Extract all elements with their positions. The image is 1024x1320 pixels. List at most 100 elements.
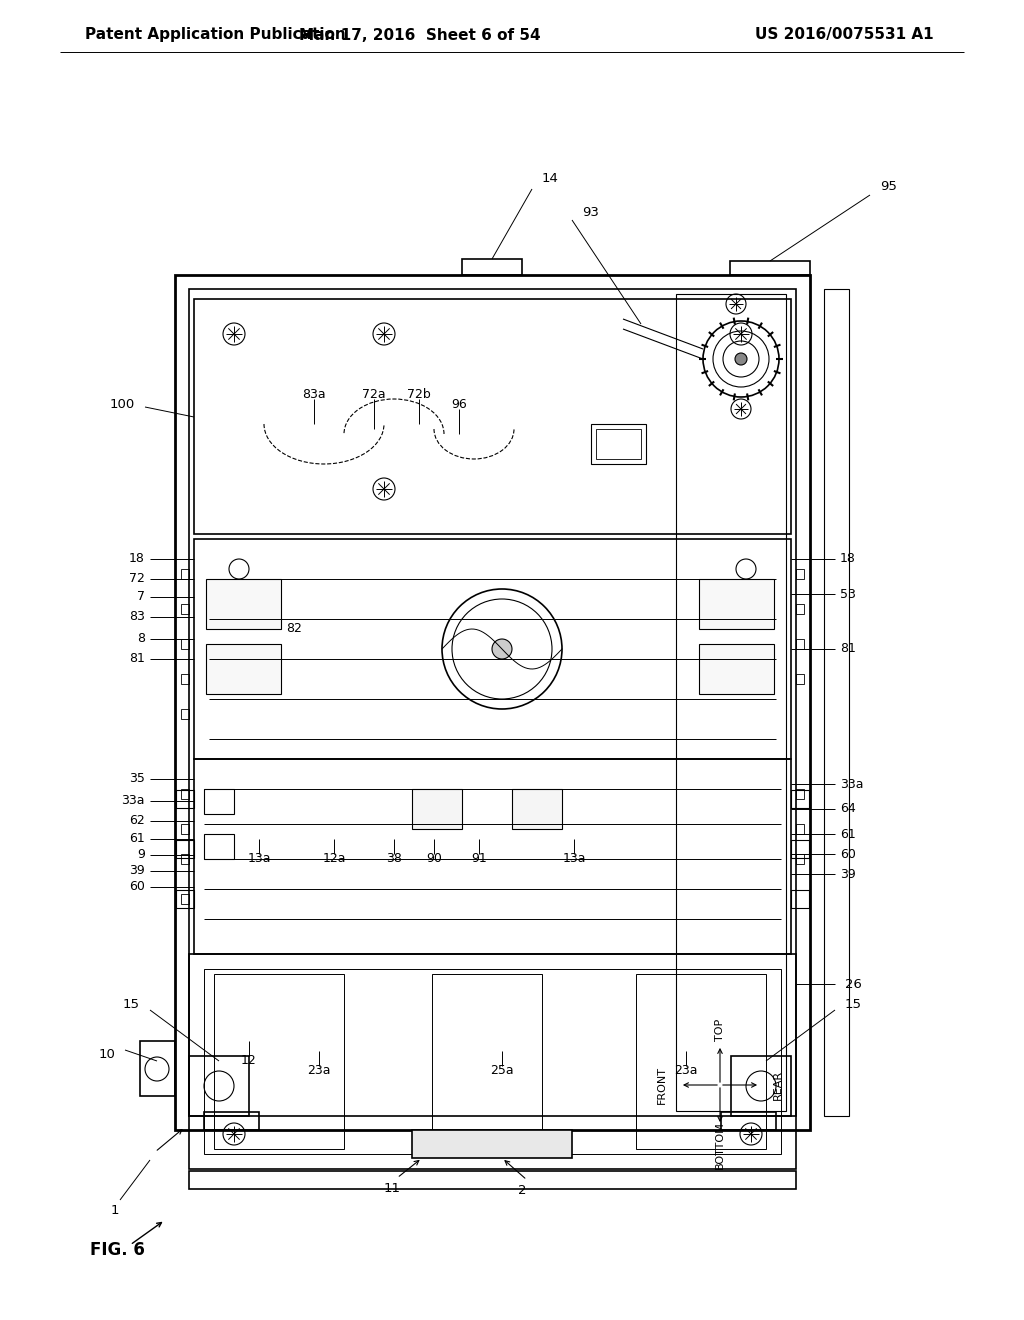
Bar bbox=[181, 709, 189, 719]
Text: 33a: 33a bbox=[840, 777, 863, 791]
Text: 95: 95 bbox=[880, 181, 897, 194]
Text: 15: 15 bbox=[123, 998, 140, 1011]
Bar bbox=[591, 424, 646, 465]
Bar bbox=[731, 1056, 791, 1115]
Text: 35: 35 bbox=[129, 772, 145, 785]
Text: 12a: 12a bbox=[323, 853, 346, 866]
Text: BOTTOM: BOTTOM bbox=[715, 1121, 725, 1170]
Bar bbox=[796, 569, 804, 579]
Text: 93: 93 bbox=[582, 206, 599, 219]
Bar bbox=[796, 854, 804, 865]
Text: US 2016/0075531 A1: US 2016/0075531 A1 bbox=[755, 28, 934, 42]
Bar bbox=[206, 579, 281, 630]
Text: 9: 9 bbox=[137, 849, 145, 862]
Text: FRONT: FRONT bbox=[657, 1067, 667, 1104]
Bar bbox=[175, 275, 810, 1130]
Bar bbox=[189, 1171, 796, 1189]
Text: 72b: 72b bbox=[408, 388, 431, 400]
Circle shape bbox=[735, 352, 746, 366]
Bar bbox=[636, 974, 766, 1148]
Text: Mar. 17, 2016  Sheet 6 of 54: Mar. 17, 2016 Sheet 6 of 54 bbox=[299, 28, 541, 42]
Bar bbox=[796, 789, 804, 799]
Bar bbox=[181, 639, 189, 649]
Bar bbox=[140, 1041, 175, 1096]
Text: 83: 83 bbox=[129, 610, 145, 623]
Text: REAR: REAR bbox=[773, 1071, 783, 1100]
Bar bbox=[194, 759, 791, 954]
Text: 72a: 72a bbox=[362, 388, 386, 400]
Bar bbox=[181, 824, 189, 834]
Text: 96: 96 bbox=[452, 397, 467, 411]
Bar bbox=[181, 675, 189, 684]
Bar bbox=[676, 294, 786, 1111]
Bar bbox=[214, 974, 344, 1148]
Text: 62: 62 bbox=[129, 814, 145, 828]
Bar bbox=[194, 539, 791, 759]
Bar bbox=[796, 675, 804, 684]
Text: 60: 60 bbox=[840, 847, 856, 861]
Text: 82: 82 bbox=[286, 623, 302, 635]
Text: 25a: 25a bbox=[490, 1064, 514, 1077]
Bar bbox=[721, 1111, 776, 1130]
Bar bbox=[176, 840, 194, 858]
Bar bbox=[176, 789, 194, 808]
Text: 11: 11 bbox=[384, 1181, 400, 1195]
Bar bbox=[189, 954, 796, 1170]
Text: 60: 60 bbox=[129, 880, 145, 894]
Text: 39: 39 bbox=[840, 867, 856, 880]
Bar bbox=[462, 259, 522, 275]
Bar bbox=[181, 569, 189, 579]
Text: 72: 72 bbox=[129, 573, 145, 586]
Bar bbox=[796, 605, 804, 614]
Text: 83a: 83a bbox=[302, 388, 326, 400]
Text: 13a: 13a bbox=[247, 853, 270, 866]
Text: FIG. 6: FIG. 6 bbox=[90, 1241, 144, 1259]
Text: Patent Application Publication: Patent Application Publication bbox=[85, 28, 346, 42]
Text: 23a: 23a bbox=[307, 1064, 331, 1077]
Bar bbox=[206, 644, 281, 694]
Bar bbox=[412, 789, 462, 829]
Text: 53: 53 bbox=[840, 587, 856, 601]
Text: 39: 39 bbox=[129, 865, 145, 878]
Text: 10: 10 bbox=[98, 1048, 115, 1061]
Text: TOP: TOP bbox=[715, 1019, 725, 1041]
Text: 8: 8 bbox=[137, 632, 145, 645]
Text: 7: 7 bbox=[137, 590, 145, 603]
Text: 13a: 13a bbox=[562, 853, 586, 866]
Bar bbox=[824, 289, 849, 1115]
Text: 15: 15 bbox=[845, 998, 862, 1011]
Text: 38: 38 bbox=[386, 853, 402, 866]
Bar bbox=[181, 789, 189, 799]
Bar bbox=[204, 969, 781, 1154]
Bar bbox=[512, 789, 562, 829]
Bar bbox=[699, 644, 774, 694]
Text: 23a: 23a bbox=[674, 1064, 697, 1077]
Text: 12: 12 bbox=[241, 1055, 257, 1068]
Text: 90: 90 bbox=[426, 853, 442, 866]
Bar bbox=[204, 834, 234, 859]
Circle shape bbox=[492, 639, 512, 659]
Bar bbox=[189, 289, 796, 1115]
Bar bbox=[189, 1056, 249, 1115]
Bar bbox=[596, 429, 641, 459]
Text: 81: 81 bbox=[129, 652, 145, 665]
Text: 1: 1 bbox=[111, 1204, 119, 1217]
Text: 61: 61 bbox=[129, 833, 145, 846]
Bar bbox=[791, 840, 809, 858]
Bar bbox=[204, 1111, 259, 1130]
Bar bbox=[181, 605, 189, 614]
Text: 2: 2 bbox=[518, 1184, 526, 1196]
Bar bbox=[204, 789, 234, 814]
Bar bbox=[181, 894, 189, 904]
Text: 81: 81 bbox=[840, 643, 856, 656]
Bar bbox=[176, 890, 194, 908]
Bar bbox=[432, 974, 542, 1148]
Text: 64: 64 bbox=[840, 803, 856, 816]
Bar bbox=[699, 579, 774, 630]
Bar bbox=[796, 639, 804, 649]
Bar bbox=[796, 824, 804, 834]
Text: 61: 61 bbox=[840, 828, 856, 841]
Bar bbox=[194, 300, 791, 535]
Bar bbox=[730, 261, 810, 275]
Text: 100: 100 bbox=[110, 399, 135, 412]
